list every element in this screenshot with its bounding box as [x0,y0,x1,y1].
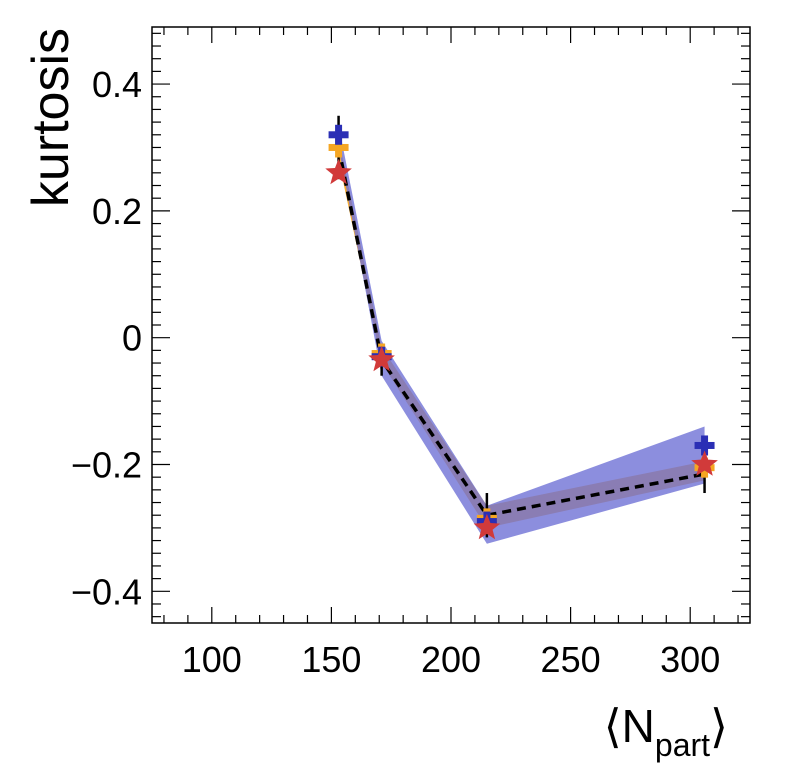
y-tick-label: 0.2 [92,191,142,232]
dashed-line [336,147,705,518]
band-blue [338,125,705,544]
x-tick-label: 300 [660,639,720,680]
y-tick-label: 0.4 [92,64,142,105]
x-axis-ticks: 100 150 200 250 300 [163,27,739,680]
blue-cross-marker [328,124,349,145]
x-axis-title-close: ⟩ [710,700,728,752]
cross-bar-v [701,435,709,456]
y-axis-ticks: −0.4 −0.2 0 0.2 0.4 [71,32,750,618]
blue-cross-marker [694,435,715,456]
y-tick-label: −0.4 [71,571,142,612]
data-markers [325,124,718,540]
y-tick-label: −0.2 [71,444,142,485]
cross-bar-v [335,124,343,145]
dashed-curve [336,147,705,518]
cross-bar-v [335,137,343,158]
x-axis-title: ⟨Npart⟩ [604,700,728,763]
uncertainty-bands [338,125,705,544]
red-star-marker [473,513,501,540]
x-tick-label: 100 [182,639,242,680]
x-tick-label: 250 [541,639,601,680]
x-axis-title-sub: part [655,727,710,763]
y-axis-title: kurtosis [22,28,80,207]
y-tick-label: 0 [122,318,142,359]
red-star-marker [368,345,395,372]
x-axis-title-main: ⟨N [604,700,655,752]
x-tick-label: 150 [301,639,361,680]
x-tick-label: 200 [421,639,481,680]
red-star-marker [325,158,352,185]
orange-cross-marker [328,137,349,158]
plot-frame [151,26,751,624]
red-star-marker [691,450,718,476]
